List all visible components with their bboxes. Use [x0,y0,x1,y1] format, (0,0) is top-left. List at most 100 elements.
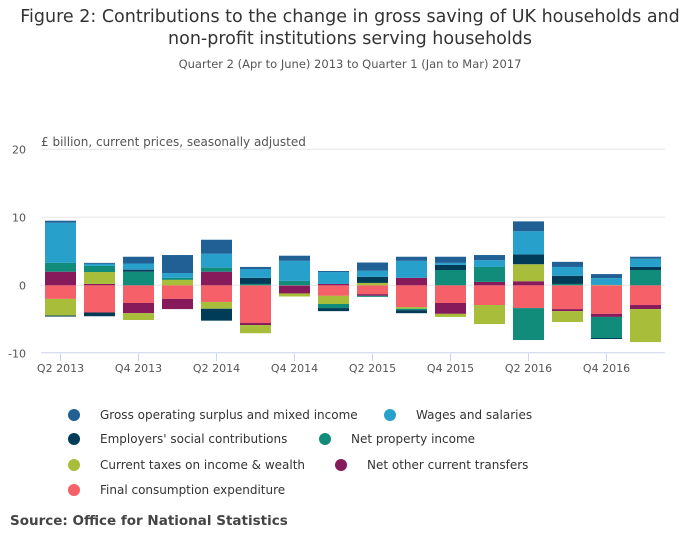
bar-segment [396,260,427,278]
bar-segment [318,308,349,312]
bar-segment [318,272,349,284]
source-note: Source: Office for National Statistics [10,513,288,529]
legend-item[interactable]: Gross operating surplus and mixed income [68,408,358,422]
bar-segment [474,285,505,306]
y-tick-label: -10 [8,347,26,360]
bar-segment [240,268,271,278]
legend-item[interactable]: Net property income [319,432,475,446]
bar-segment [630,266,661,270]
bar-segment [513,221,544,232]
bar-segment [474,260,505,267]
bar-segment [45,220,76,223]
legend-label: Net property income [351,432,476,446]
bar-segment [240,325,271,334]
bar-segment [552,285,583,310]
bar-segment [591,316,622,338]
x-tick-label: Q4 2016 [583,362,630,375]
bar-segment [123,271,154,286]
x-tick-label: Q2 2015 [349,362,396,375]
legend-label: Wages and salaries [416,408,533,422]
y-tick-label: 10 [12,211,26,224]
bar-segment [435,264,466,270]
bar-segment [45,285,76,299]
legend-item[interactable]: Final consumption expenditure [68,483,285,497]
bar-segment [357,276,388,283]
bar-segment [552,283,583,286]
bar-segment [162,285,193,299]
chart-title-line2: non-profit institutions serving househol… [168,29,532,49]
bar-segment [552,309,583,312]
bar-segment [630,270,661,286]
bar-segment [435,262,466,265]
legend-marker-icon [68,433,80,445]
legend-item[interactable]: Wages and salaries [384,408,532,422]
bar-segment [123,263,154,270]
legend-marker-icon [319,433,331,445]
bar-segment [279,293,310,297]
bar-segment [552,261,583,267]
legend-marker-icon [335,459,347,471]
bar-segment [162,277,193,280]
bar-segment [279,255,310,261]
x-tick-label: Q4 2015 [427,362,474,375]
bar-segment [513,264,544,282]
bar-segment [474,305,505,325]
legend-marker-icon [68,459,80,471]
bar-segment [630,309,661,343]
bar-segment [123,285,154,303]
bar-segment [45,315,76,317]
legend-item[interactable]: Net other current transfers [335,458,528,472]
plot-area: -10 0 10 20 Q2 2013 Q4 2013 Q2 2014 Q4 2014 Q2 2… [8,143,665,375]
chart-title-line1: Figure 2: Contributions to the change in… [20,7,680,27]
bar-segment [45,271,76,286]
bar-segment [396,308,427,311]
bar-segment [123,313,154,320]
bar-segment [591,338,622,340]
y-axis-label: £ billion, current prices, seasonally ad… [41,135,306,149]
bar-segment [591,278,622,285]
bar-segment [318,285,349,296]
bar-segment [357,285,388,295]
bar-segment [279,260,310,281]
bar-segment [84,272,115,284]
bar-segment [201,271,232,286]
legend-label: Net other current transfers [367,458,529,472]
bar-segment [84,283,115,286]
x-tick-label: Q2 2014 [193,362,240,375]
bar-segment [396,256,427,261]
bar-segment [45,298,76,316]
bar-segment [396,310,427,314]
bar-segment [123,256,154,264]
legend-marker-icon [68,409,80,421]
bar-segment [396,277,427,286]
bar-segment [435,285,466,303]
legend-label: Gross operating surplus and mixed income [100,408,358,422]
bar-segment [162,279,193,286]
legend-label: Final consumption expenditure [100,483,286,497]
legend-item[interactable]: Employers' social contributions [68,432,287,446]
bar-segment [201,253,232,268]
bar-segment [318,295,349,304]
bar-segment [513,254,544,265]
bar-segment [591,313,622,317]
bar-segment [357,270,388,277]
bar-segment [240,283,271,286]
chart-subtitle: Quarter 2 (Apr to June) 2013 to Quarter … [178,57,522,71]
bar-segment [45,222,76,263]
bar-segment [45,262,76,272]
bar-segment [357,295,388,297]
bar-segment [318,304,349,309]
bar-segment [630,305,661,310]
y-tick-label: 0 [19,279,26,292]
legend-item[interactable]: Current taxes on income & wealth [68,458,305,472]
bar-segment [474,255,505,261]
bar-segment [630,285,661,306]
bar-segment [513,308,544,341]
legend-label: Employers' social contributions [100,432,288,446]
bar-segment [201,239,232,254]
bar-segment [357,282,388,286]
y-tick-label: 20 [12,143,26,156]
bar-segment [513,281,544,286]
bar-segment [279,285,310,294]
bar-segment [552,275,583,284]
